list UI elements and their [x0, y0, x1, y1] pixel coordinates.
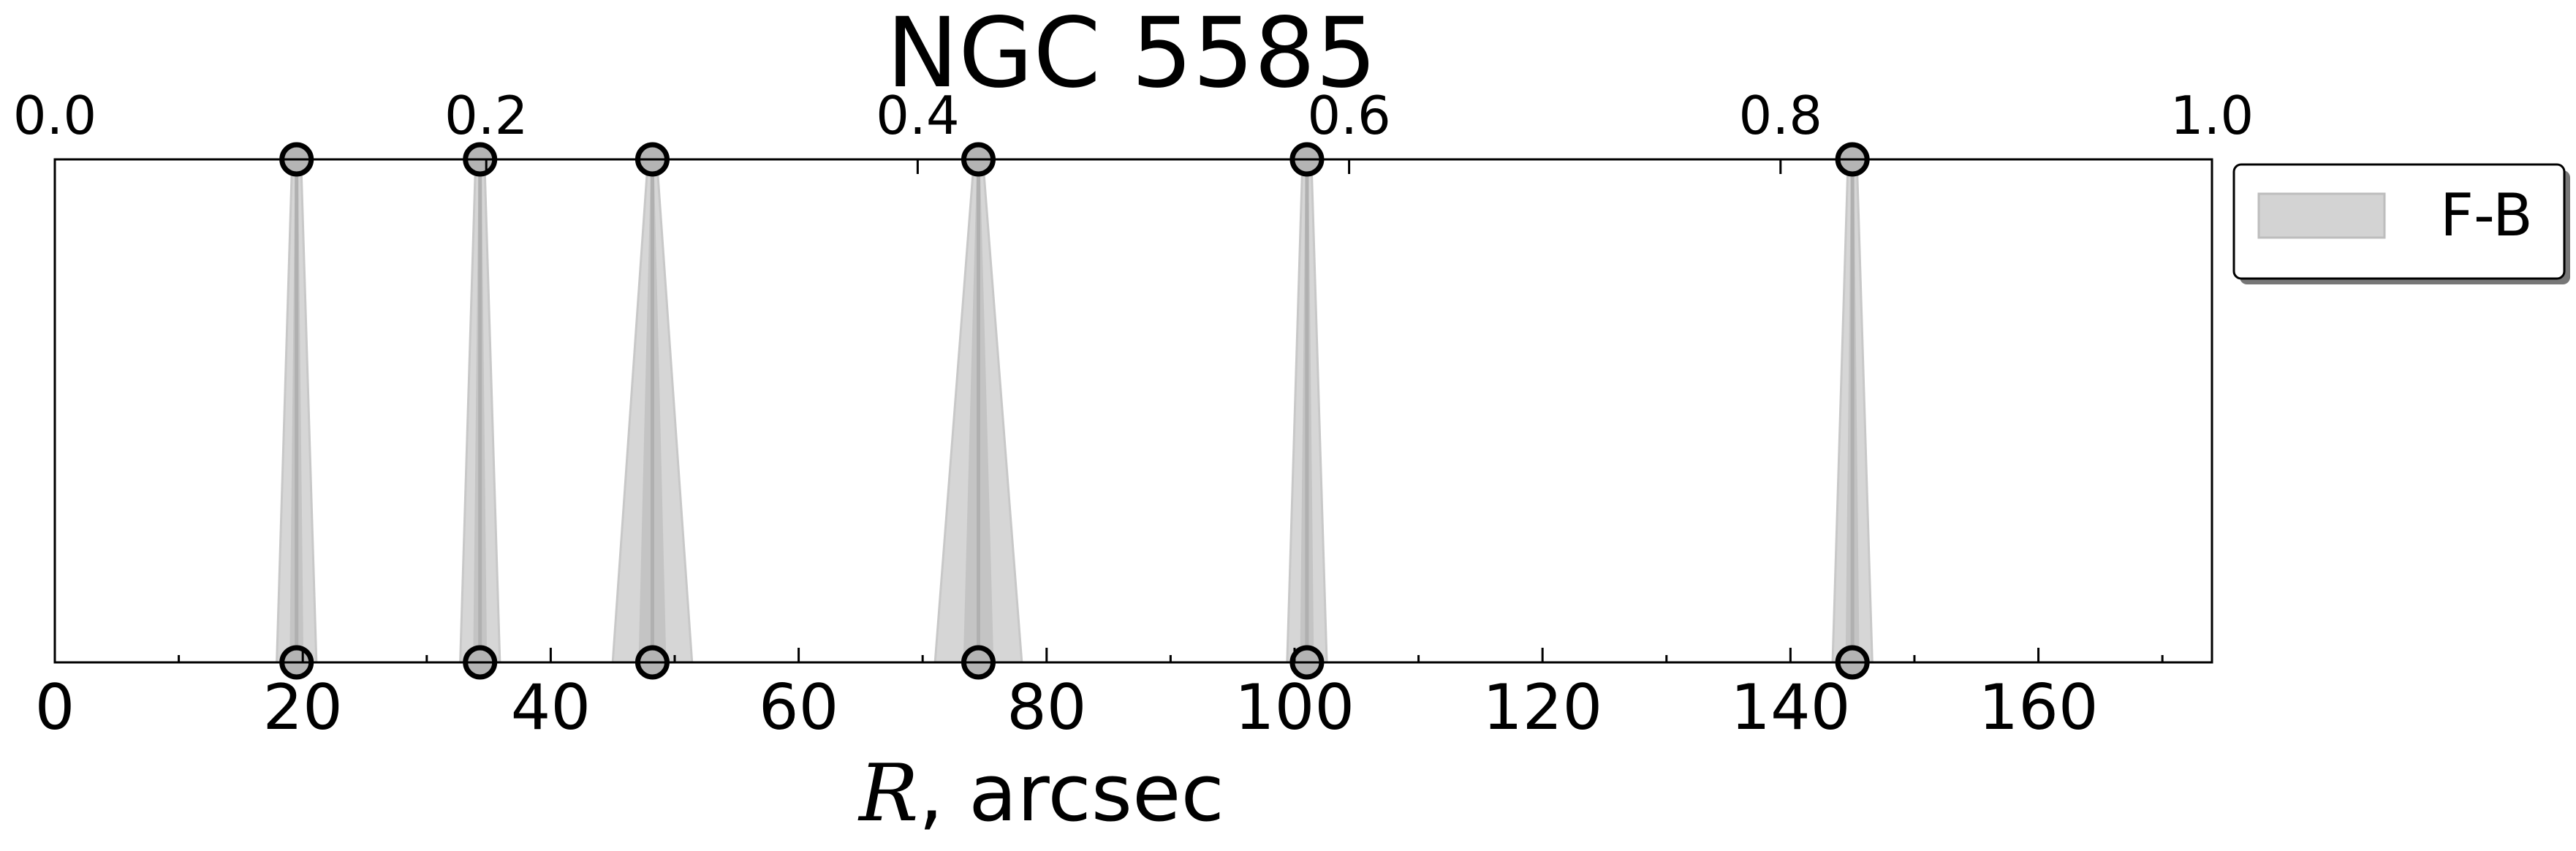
bottom-tick-label-5: 100 [1235, 671, 1355, 744]
top-tick-label-4: 0.8 [1739, 85, 1823, 146]
bottom-tick-label-6: 120 [1482, 671, 1602, 744]
bottom-tick-label-2: 40 [511, 671, 591, 744]
plot-frame [53, 158, 2213, 664]
peak-fills [276, 158, 1874, 664]
legend: F-B [2232, 163, 2570, 284]
bottom-tick-label-3: 60 [759, 671, 838, 744]
top-tick-label-2: 0.4 [876, 85, 960, 146]
bottom-tick-label-4: 80 [1007, 671, 1086, 744]
bottom-tick-label-1: 20 [262, 671, 342, 744]
x-axis-label: R, arcsec [857, 748, 1224, 839]
top-tick-label-1: 0.2 [444, 85, 529, 146]
bottom-axis-labels: 0 20 40 60 80 100 120 140 160 [35, 671, 2099, 744]
chart-title: NGC 5585 [886, 0, 1376, 110]
axis-ticks [53, 159, 2213, 662]
top-axis-labels: 0.0 0.2 0.4 0.6 0.8 1.0 [13, 85, 2254, 146]
bottom-tick-label-8: 160 [1978, 671, 2098, 744]
peak-markers [279, 142, 1870, 680]
x-axis-label-text: , arcsec [918, 748, 1224, 839]
legend-swatch-f-b [2257, 192, 2386, 239]
bottom-tick-label-7: 140 [1730, 671, 1850, 744]
top-tick-label-3: 0.6 [1307, 85, 1391, 146]
top-tick-label-5: 1.0 [2170, 85, 2254, 146]
top-tick-label-0: 0.0 [13, 85, 97, 146]
legend-label-f-b: F-B [2440, 181, 2533, 249]
bottom-tick-label-0: 0 [35, 671, 75, 744]
x-axis-label-symbol: R [857, 748, 918, 839]
